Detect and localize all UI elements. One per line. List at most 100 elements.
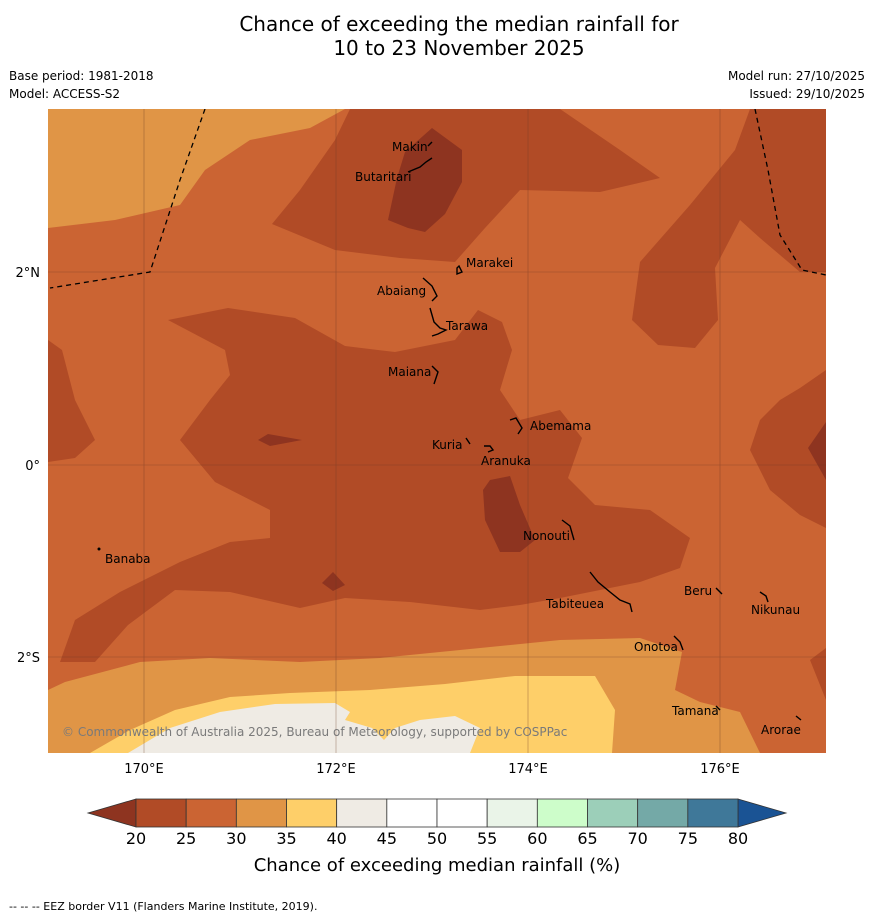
x-tick-174e: 174°E	[508, 762, 548, 777]
place-nikunau: Nikunau	[751, 603, 800, 617]
colorbar-tick-80: 80	[728, 829, 748, 848]
field-20-25-north	[272, 109, 660, 262]
x-tick-172e: 172°E	[316, 762, 356, 777]
colorbar-tick-50: 50	[427, 829, 447, 848]
island-butaritari	[407, 157, 433, 173]
colorbar-below-arrow	[86, 798, 137, 828]
colorbar-bin-60-65	[536, 798, 588, 828]
place-tabiteuea: Tabiteuea	[545, 597, 604, 611]
island-tabiteuea	[589, 571, 633, 613]
colorbar-bin-30-35	[235, 798, 287, 828]
island-kuria	[465, 437, 471, 445]
colorbar-tick-25: 25	[176, 829, 196, 848]
title-line-2: 10 to 23 November 2025	[333, 36, 585, 60]
map-title: Chance of exceeding the median rainfall …	[0, 12, 873, 60]
field-below-20-small-1	[258, 434, 302, 446]
model-run: Model run: 27/10/2025	[727, 69, 865, 83]
colorbar-bin-35-40	[286, 798, 338, 828]
colorbar-bin-70-75	[637, 798, 689, 828]
colorbar-bin-40-45	[336, 798, 388, 828]
place-abaiang: Abaiang	[377, 284, 426, 298]
place-kuria: Kuria	[432, 438, 463, 452]
colorbar-title: Chance of exceeding median rainfall (%)	[254, 855, 621, 876]
y-axis-labels: 2°N 0° 2°S	[16, 266, 41, 666]
rainfall-field	[48, 109, 826, 753]
field-below-20-makin	[388, 128, 462, 232]
place-tamana: Tamana	[671, 704, 719, 718]
copyright-notice: © Commonwealth of Australia 2025, Bureau…	[62, 725, 567, 739]
colorbar-above-arrow	[737, 798, 788, 828]
island-marakei	[456, 264, 463, 276]
field-20-25-southeast	[810, 648, 826, 700]
colorbar-bin-50-55	[436, 798, 488, 828]
graticule	[48, 109, 826, 753]
field-30-35-northwest	[48, 109, 345, 228]
issued-date: Issued: 29/10/2025	[749, 87, 865, 101]
colorbar-tick-40: 40	[326, 829, 346, 848]
eez-borders	[49, 109, 826, 289]
island-abaiang	[422, 277, 438, 302]
field-below-20-small-2	[322, 572, 345, 591]
island-arorae	[795, 715, 802, 721]
place-butaritari: Butaritari	[355, 170, 412, 184]
colorbar-tick-45: 45	[377, 829, 397, 848]
colorbar-bin-20-25	[135, 798, 187, 828]
island-abemama	[509, 417, 523, 435]
colorbar-bin-25-30	[185, 798, 237, 828]
colorbar-tick-55: 55	[477, 829, 497, 848]
place-banaba: Banaba	[105, 552, 151, 566]
place-makin: Makin	[392, 140, 428, 154]
field-20-25-northeast	[632, 109, 826, 348]
place-labels: Makin Butaritari Marakei Abaiang Tarawa …	[105, 140, 801, 737]
x-tick-176e: 176°E	[700, 762, 740, 777]
place-abemama: Abemama	[530, 419, 591, 433]
place-marakei: Marakei	[466, 256, 513, 270]
colorbar-tick-60: 60	[527, 829, 547, 848]
colorbar-tick-70: 70	[627, 829, 647, 848]
island-beru	[715, 587, 723, 595]
x-axis-labels: 170°E 172°E 174°E 176°E	[124, 762, 740, 777]
field-below-20-nonouti	[483, 476, 535, 552]
colorbar-bin-45-50	[386, 798, 438, 828]
colorbar-bin-75-80	[687, 798, 739, 828]
island-outlines	[97, 141, 802, 721]
island-makin	[427, 141, 433, 147]
y-tick-2s: 2°S	[17, 651, 40, 666]
colorbar: 20 25 30 35 40 45 50 55 60 65 70 75 80 Chance of exc…	[86, 798, 788, 876]
field-below-20-east	[808, 422, 826, 480]
island-tarawa	[429, 307, 448, 337]
colorbar-bin-55-60	[486, 798, 538, 828]
island-onotoa	[673, 635, 684, 651]
island-aranuka	[484, 445, 495, 453]
field-20-25-west	[48, 340, 95, 462]
title-line-1: Chance of exceeding the median rainfall …	[239, 12, 679, 36]
model-name: Model: ACCESS-S2	[9, 87, 121, 101]
base-period: Base period: 1981-2018	[9, 69, 154, 83]
colorbar-tick-75: 75	[678, 829, 698, 848]
place-maiana: Maiana	[388, 365, 431, 379]
place-beru: Beru	[684, 584, 712, 598]
colorbar-tick-20: 20	[126, 829, 146, 848]
colorbar-bins	[135, 798, 739, 828]
x-tick-170e: 170°E	[124, 762, 164, 777]
colorbar-bin-65-70	[587, 798, 639, 828]
meta-left: Base period: 1981-2018 Model: ACCESS-S2	[9, 67, 154, 103]
meta-right: Model run: 27/10/2025 Issued: 29/10/2025	[728, 67, 865, 103]
colorbar-tick-35: 35	[276, 829, 296, 848]
field-20-25-east	[750, 370, 826, 528]
place-nonouti: Nonouti	[523, 529, 570, 543]
island-nikunau	[759, 591, 769, 603]
y-tick-2n: 2°N	[16, 266, 41, 281]
place-aranuka: Aranuka	[481, 454, 531, 468]
eez-border-west	[49, 109, 206, 289]
eez-border-east	[754, 109, 826, 276]
eez-footnote: -- -- -- EEZ border V11 (Flanders Marine…	[9, 900, 318, 913]
field-20-25-central	[60, 308, 690, 662]
island-banaba	[97, 547, 101, 551]
place-arorae: Arorae	[761, 723, 801, 737]
island-tamana	[715, 705, 721, 711]
colorbar-tick-65: 65	[577, 829, 597, 848]
colorbar-ticks: 20 25 30 35 40 45 50 55 60 65 70 75 80	[126, 829, 748, 848]
place-onotoa: Onotoa	[634, 640, 678, 654]
